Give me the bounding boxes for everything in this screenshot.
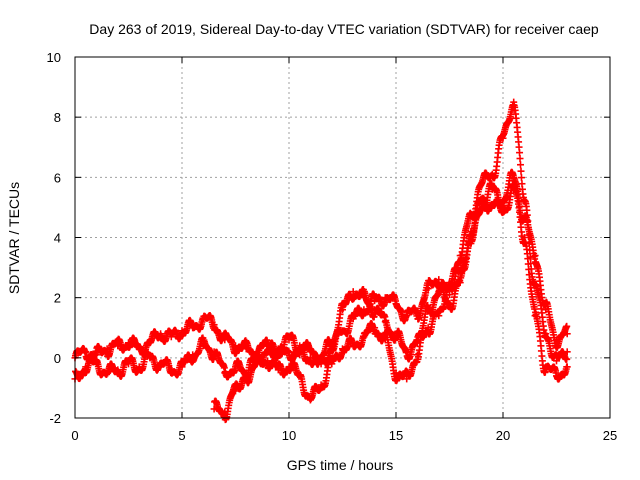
data-marker-series-0 xyxy=(516,149,524,157)
data-marker-series-0 xyxy=(563,355,571,363)
x-tick-label: 25 xyxy=(603,428,617,443)
x-tick-label: 5 xyxy=(178,428,185,443)
x-axis-label: GPS time / hours xyxy=(287,457,394,473)
data-marker-series-0 xyxy=(517,174,525,182)
data-marker-series-0 xyxy=(517,161,525,169)
y-tick-label: 2 xyxy=(54,291,61,306)
y-axis-label: SDTVAR / TECUs xyxy=(6,182,22,294)
data-marker-series-0 xyxy=(285,348,293,356)
x-tick-label: 10 xyxy=(282,428,296,443)
y-tick-label: -2 xyxy=(49,411,61,426)
data-marker-series-0 xyxy=(392,297,400,305)
y-tick-label: 10 xyxy=(47,50,61,65)
x-tick-label: 0 xyxy=(71,428,78,443)
data-marker-series-0 xyxy=(516,155,524,163)
data-marker-series-0 xyxy=(517,167,525,175)
data-marker-series-0 xyxy=(263,337,271,345)
y-tick-label: 8 xyxy=(54,110,61,125)
x-tick-label: 20 xyxy=(496,428,510,443)
y-tick-label: 0 xyxy=(54,351,61,366)
y-tick-label: 4 xyxy=(54,231,61,246)
data-layer xyxy=(71,98,571,424)
y-tick-label: 6 xyxy=(54,170,61,185)
x-tick-label: 15 xyxy=(389,428,403,443)
data-marker-series-0 xyxy=(402,311,410,319)
data-marker-series-0 xyxy=(81,349,89,357)
chart-title: Day 263 of 2019, Sidereal Day-to-day VTE… xyxy=(89,21,599,37)
